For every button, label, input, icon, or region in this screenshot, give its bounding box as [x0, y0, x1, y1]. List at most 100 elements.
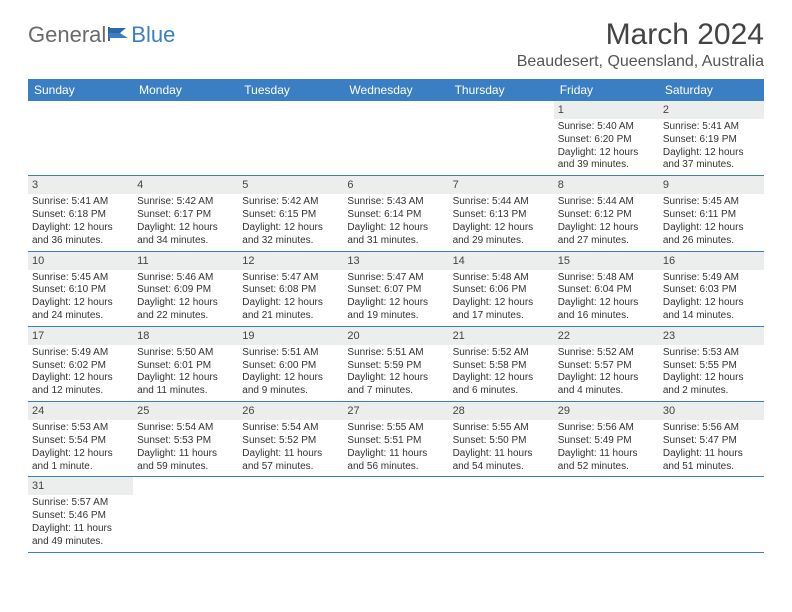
- day-cell-23: 23Sunrise: 5:53 AMSunset: 5:55 PMDayligh…: [659, 327, 764, 401]
- daylight-text: Daylight: 12 hours and 36 minutes.: [32, 222, 129, 248]
- empty-cell: .: [343, 477, 448, 551]
- day-cell-1: 1Sunrise: 5:40 AMSunset: 6:20 PMDaylight…: [554, 101, 659, 175]
- logo-word-2: Blue: [131, 22, 175, 48]
- sunset-text: Sunset: 5:55 PM: [663, 360, 760, 373]
- dow-tuesday: Tuesday: [238, 79, 343, 101]
- daylight-text: Daylight: 12 hours and 17 minutes.: [453, 297, 550, 323]
- empty-cell: .: [28, 101, 133, 175]
- sunrise-text: Sunrise: 5:41 AM: [32, 196, 129, 209]
- sunrise-text: Sunrise: 5:46 AM: [137, 272, 234, 285]
- day-number: 9: [659, 176, 764, 194]
- day-cell-24: 24Sunrise: 5:53 AMSunset: 5:54 PMDayligh…: [28, 402, 133, 476]
- sunrise-text: Sunrise: 5:49 AM: [32, 347, 129, 360]
- day-number: 13: [343, 252, 448, 270]
- sunset-text: Sunset: 6:17 PM: [137, 209, 234, 222]
- empty-cell: .: [238, 101, 343, 175]
- sunrise-text: Sunrise: 5:42 AM: [137, 196, 234, 209]
- daylight-text: Daylight: 11 hours and 52 minutes.: [558, 448, 655, 474]
- day-cell-28: 28Sunrise: 5:55 AMSunset: 5:50 PMDayligh…: [449, 402, 554, 476]
- logo: General Blue: [28, 18, 175, 48]
- day-cell-18: 18Sunrise: 5:50 AMSunset: 6:01 PMDayligh…: [133, 327, 238, 401]
- day-number: 22: [554, 327, 659, 345]
- sunset-text: Sunset: 6:10 PM: [32, 284, 129, 297]
- day-cell-5: 5Sunrise: 5:42 AMSunset: 6:15 PMDaylight…: [238, 176, 343, 250]
- daylight-text: Daylight: 11 hours and 51 minutes.: [663, 448, 760, 474]
- sunrise-text: Sunrise: 5:41 AM: [663, 121, 760, 134]
- daylight-text: Daylight: 12 hours and 39 minutes.: [558, 147, 655, 173]
- sunset-text: Sunset: 5:57 PM: [558, 360, 655, 373]
- day-number: 29: [554, 402, 659, 420]
- day-cell-29: 29 Sunrise: 5:56 AMSunset: 5:49 PMDayligh…: [554, 402, 659, 476]
- day-cell-15: 15Sunrise: 5:48 AMSunset: 6:04 PMDayligh…: [554, 252, 659, 326]
- week-row: 3Sunrise: 5:41 AMSunset: 6:18 PMDaylight…: [28, 176, 764, 251]
- day-number: 2: [659, 101, 764, 119]
- daylight-text: Daylight: 11 hours and 54 minutes.: [453, 448, 550, 474]
- sunset-text: Sunset: 5:53 PM: [137, 435, 234, 448]
- day-cell-6: 6Sunrise: 5:43 AMSunset: 6:14 PMDaylight…: [343, 176, 448, 250]
- day-number: 15: [554, 252, 659, 270]
- calendar-page: General Blue March 2024 Beaudesert, Quee…: [0, 0, 792, 563]
- day-number: 26: [238, 402, 343, 420]
- daylight-text: Daylight: 11 hours and 57 minutes.: [242, 448, 339, 474]
- sunrise-text: Sunrise: 5:54 AM: [242, 422, 339, 435]
- day-number: 11: [133, 252, 238, 270]
- day-number: 20: [343, 327, 448, 345]
- day-number: 6: [343, 176, 448, 194]
- sunrise-text: Sunrise: 5:52 AM: [453, 347, 550, 360]
- sunset-text: Sunset: 6:03 PM: [663, 284, 760, 297]
- daylight-text: Daylight: 12 hours and 12 minutes.: [32, 372, 129, 398]
- day-cell-13: 13Sunrise: 5:47 AMSunset: 6:07 PMDayligh…: [343, 252, 448, 326]
- location: Beaudesert, Queensland, Australia: [517, 53, 764, 71]
- sunrise-text: Sunrise: 5:48 AM: [558, 272, 655, 285]
- sunrise-text: Sunrise: 5:55 AM: [453, 422, 550, 435]
- daylight-text: Daylight: 12 hours and 31 minutes.: [347, 222, 444, 248]
- calendar-grid: SundayMondayTuesdayWednesdayThursdayFrid…: [28, 79, 764, 553]
- sunrise-text: Sunrise: 5:44 AM: [453, 196, 550, 209]
- day-cell-7: 7Sunrise: 5:44 AMSunset: 6:13 PMDaylight…: [449, 176, 554, 250]
- sunset-text: Sunset: 6:11 PM: [663, 209, 760, 222]
- dow-sunday: Sunday: [28, 79, 133, 101]
- day-number: 31: [28, 477, 133, 495]
- sunrise-text: Sunrise: 5:48 AM: [453, 272, 550, 285]
- dow-saturday: Saturday: [659, 79, 764, 101]
- day-number: 30: [659, 402, 764, 420]
- empty-cell: .: [343, 101, 448, 175]
- day-number: 5: [238, 176, 343, 194]
- empty-cell: .: [659, 477, 764, 551]
- sunset-text: Sunset: 5:49 PM: [558, 435, 655, 448]
- empty-cell: .: [238, 477, 343, 551]
- daylight-text: Daylight: 12 hours and 27 minutes.: [558, 222, 655, 248]
- daylight-text: Daylight: 12 hours and 11 minutes.: [137, 372, 234, 398]
- dow-thursday: Thursday: [449, 79, 554, 101]
- sunset-text: Sunset: 6:07 PM: [347, 284, 444, 297]
- day-cell-4: 4 Sunrise: 5:42 AMSunset: 6:17 PMDaylight…: [133, 176, 238, 250]
- daylight-text: Daylight: 11 hours and 56 minutes.: [347, 448, 444, 474]
- day-number: 12: [238, 252, 343, 270]
- sunset-text: Sunset: 6:01 PM: [137, 360, 234, 373]
- sunset-text: Sunset: 5:50 PM: [453, 435, 550, 448]
- day-of-week-header: SundayMondayTuesdayWednesdayThursdayFrid…: [28, 79, 764, 101]
- day-number: 18: [133, 327, 238, 345]
- logo-word-1: General: [28, 22, 106, 48]
- sunset-text: Sunset: 6:14 PM: [347, 209, 444, 222]
- daylight-text: Daylight: 12 hours and 32 minutes.: [242, 222, 339, 248]
- daylight-text: Daylight: 12 hours and 1 minute.: [32, 448, 129, 474]
- daylight-text: Daylight: 12 hours and 34 minutes.: [137, 222, 234, 248]
- daylight-text: Daylight: 12 hours and 16 minutes.: [558, 297, 655, 323]
- day-cell-26: 26 Sunrise: 5:54 AMSunset: 5:52 PMDayligh…: [238, 402, 343, 476]
- sunset-text: Sunset: 5:52 PM: [242, 435, 339, 448]
- sunrise-text: Sunrise: 5:51 AM: [242, 347, 339, 360]
- daylight-text: Daylight: 12 hours and 21 minutes.: [242, 297, 339, 323]
- month-title: March 2024: [517, 18, 764, 51]
- day-number: 4: [133, 176, 238, 194]
- week-row: 17Sunrise: 5:49 AMSunset: 6:02 PMDayligh…: [28, 327, 764, 402]
- sunrise-text: Sunrise: 5:54 AM: [137, 422, 234, 435]
- day-cell-30: 30Sunrise: 5:56 AMSunset: 5:47 PMDayligh…: [659, 402, 764, 476]
- day-number: 21: [449, 327, 554, 345]
- day-cell-25: 25Sunrise: 5:54 AMSunset: 5:53 PMDayligh…: [133, 402, 238, 476]
- sunset-text: Sunset: 5:51 PM: [347, 435, 444, 448]
- sunrise-text: Sunrise: 5:56 AM: [558, 422, 655, 435]
- sunset-text: Sunset: 5:59 PM: [347, 360, 444, 373]
- day-cell-11: 11Sunrise: 5:46 AMSunset: 6:09 PMDayligh…: [133, 252, 238, 326]
- sunrise-text: Sunrise: 5:53 AM: [663, 347, 760, 360]
